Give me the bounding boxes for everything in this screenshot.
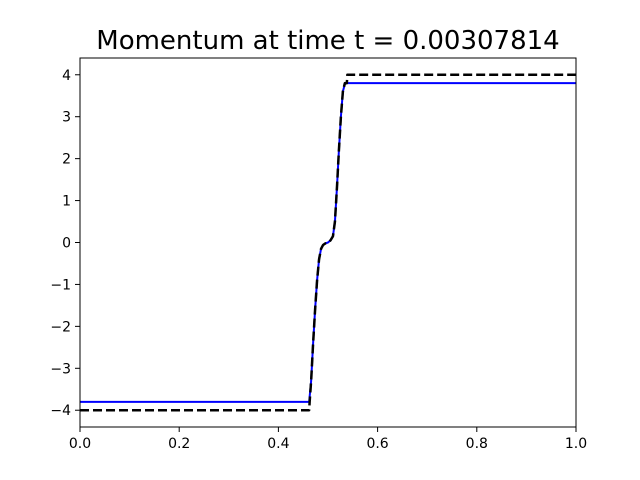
y-tick-label: 0 [62,236,71,252]
y-tick-label: −1 [50,277,71,293]
x-tick-label: 0.6 [366,436,388,452]
y-tick-label: 4 [62,68,71,84]
y-tick-label: 2 [62,152,71,168]
x-tick-label: 0.2 [168,436,190,452]
x-tick-label: 0.8 [466,436,488,452]
y-tick-label: −4 [50,403,71,419]
x-axis: 0.0 0.2 0.4 0.6 0.8 1.0 [69,427,587,452]
y-tick-label: −3 [50,361,71,377]
x-tick-label: 0.0 [69,436,91,452]
y-tick-label: −2 [50,319,71,335]
series-line-solid-blue [80,82,576,403]
x-tick-label: 1.0 [565,436,587,452]
y-tick-label: 1 [62,194,71,210]
y-tick-label: 3 [62,110,71,126]
chart-title: Momentum at time t = 0.00307814 [96,26,559,56]
plot-area [80,73,576,412]
y-axis: −4 −3 −2 −1 0 1 2 3 4 [50,68,80,419]
x-tick-label: 0.4 [267,436,289,452]
